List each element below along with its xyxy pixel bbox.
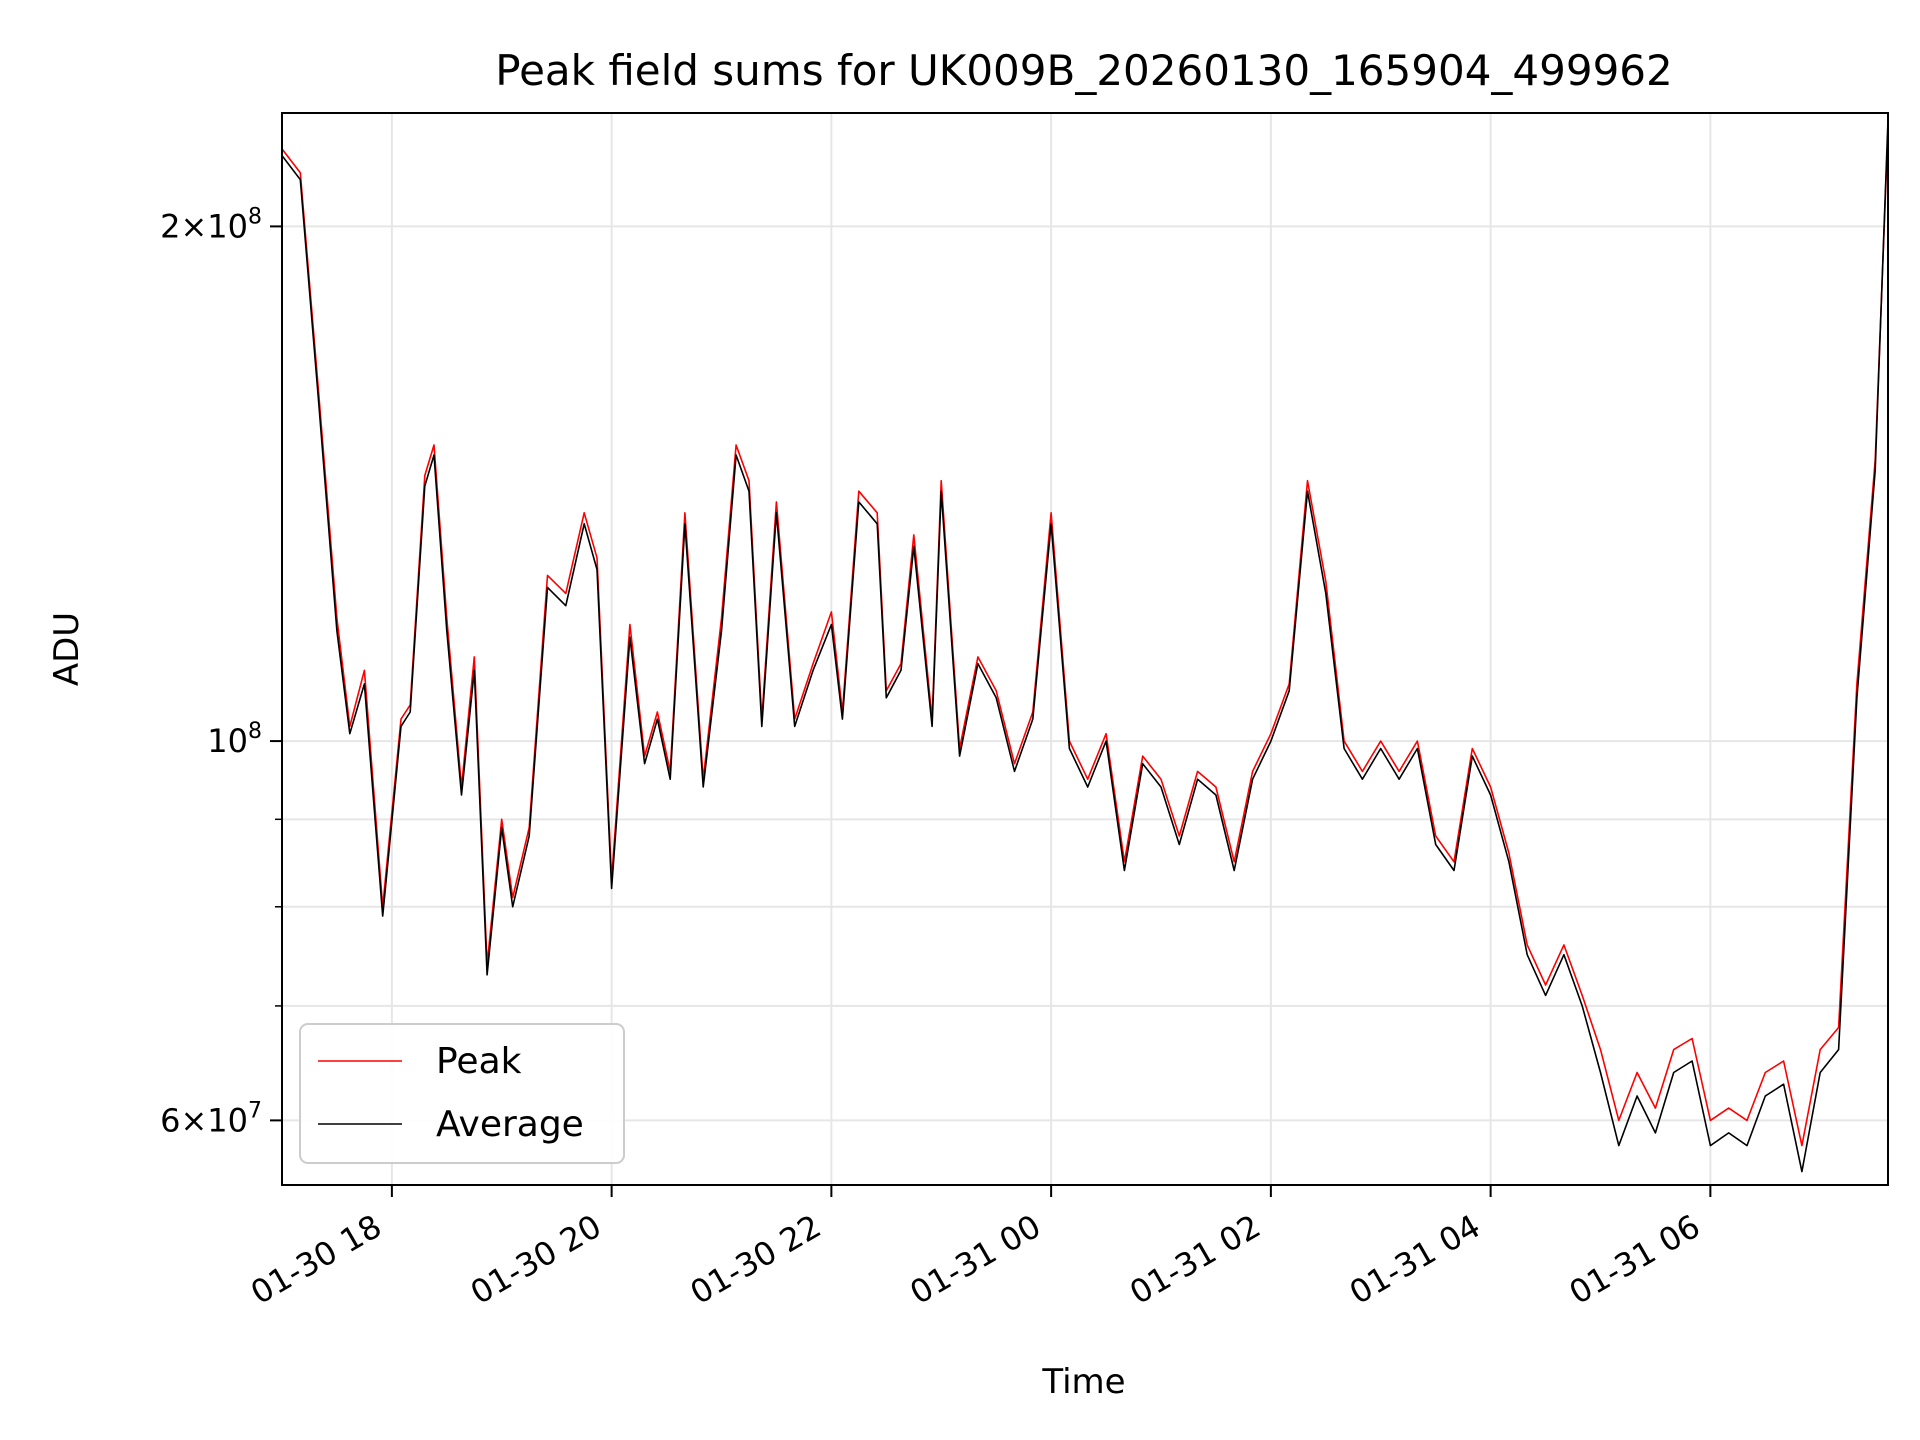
series-line-peak xyxy=(282,129,1888,1147)
y-axis-title: ADU xyxy=(47,612,87,686)
legend: Peak Average xyxy=(299,1023,625,1164)
series-lines xyxy=(282,119,1888,1173)
x-tick-label: 01-31 02 xyxy=(1123,1207,1267,1312)
legend-box xyxy=(299,1023,625,1164)
legend-label-peak: Peak xyxy=(436,1041,522,1082)
x-axis-title: Time xyxy=(1041,1362,1125,1402)
x-tick-label: 01-31 06 xyxy=(1563,1207,1707,1312)
x-tick-label: 01-30 22 xyxy=(684,1207,828,1312)
x-tick-label: 01-30 20 xyxy=(464,1207,608,1312)
series-line-average xyxy=(282,119,1888,1173)
y-tick-label: 2×108 xyxy=(160,204,262,245)
y-tick-label: 108 xyxy=(207,719,262,760)
x-tick-label: 01-31 00 xyxy=(904,1207,1048,1312)
legend-label-average: Average xyxy=(436,1104,584,1145)
chart-title: Peak field sums for UK009B_20260130_1659… xyxy=(495,46,1673,95)
grid xyxy=(282,113,1888,1185)
plot-frame xyxy=(281,112,1889,1186)
x-tick-label: 01-31 04 xyxy=(1343,1207,1487,1312)
y-tick-label: 6×107 xyxy=(160,1098,262,1139)
x-tick-label: 01-30 18 xyxy=(244,1207,388,1312)
